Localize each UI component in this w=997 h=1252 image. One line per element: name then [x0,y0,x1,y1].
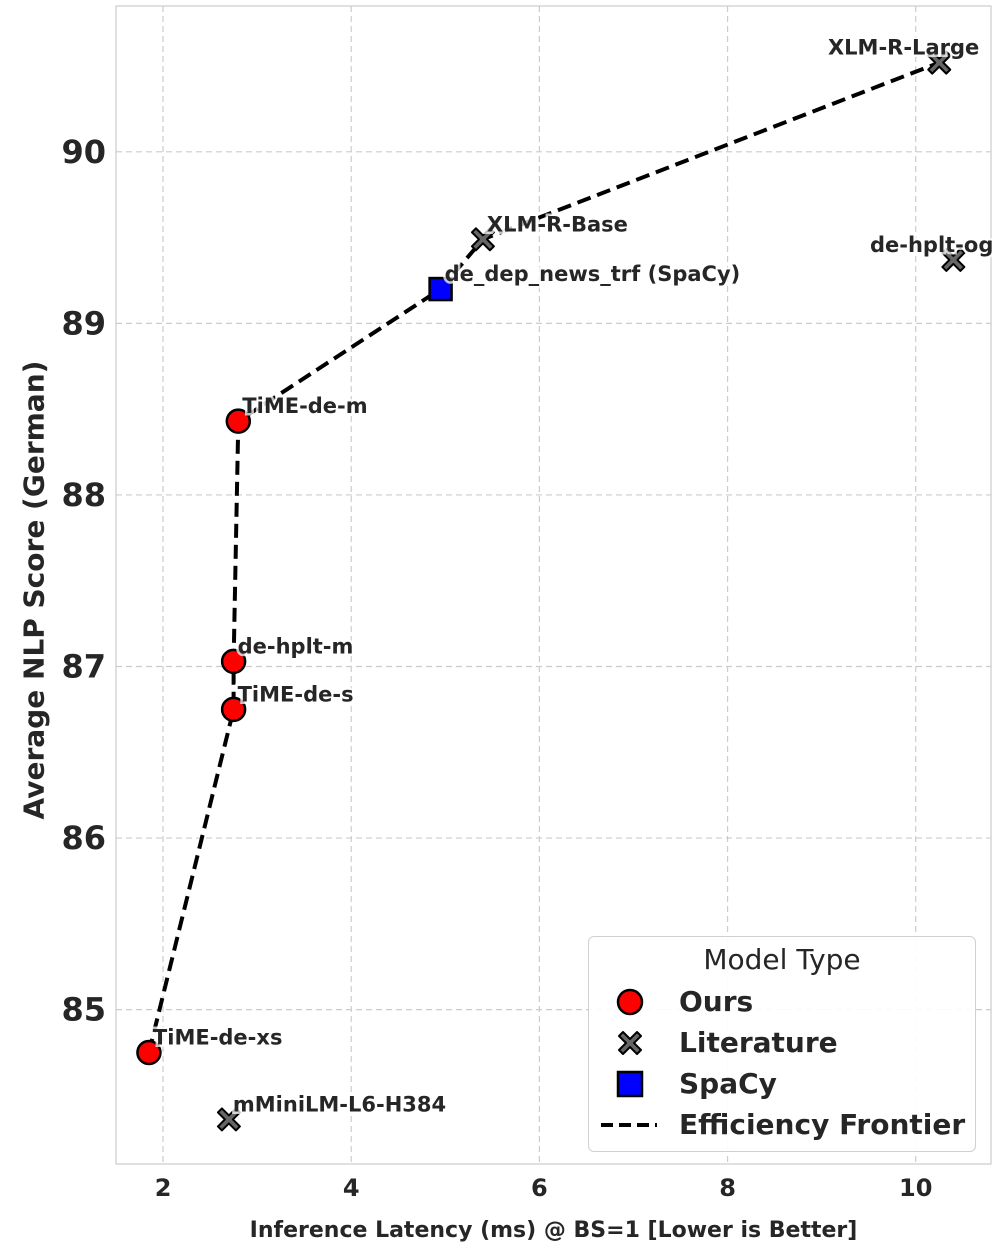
dashed-line-icon [601,1123,657,1127]
y-tick-label: 87 [61,647,106,685]
x-tick-label: 8 [719,1174,736,1202]
red-circle-icon [616,988,644,1016]
y-tick-label: 89 [61,304,106,342]
legend: Model Type Ours Literature SpaCy Efficie… [588,936,976,1152]
point-label: XLM-R-Base [487,212,628,236]
legend-item-spacy: SpaCy [589,1065,975,1101]
legend-label-literature: Literature [679,1026,838,1059]
legend-item-frontier: Efficiency Frontier [589,1106,975,1142]
point-label: TiME-de-xs [153,1025,283,1049]
point-label: XLM-R-Large [828,36,979,60]
y-tick-label: 86 [61,819,106,857]
point-literature [216,1107,241,1132]
y-tick-label: 88 [61,476,106,514]
gray-x-icon [618,1031,642,1055]
legend-label-ours: Ours [679,985,754,1018]
tick-labels: 2 4 6 8 10 85 86 87 88 89 90 [61,133,932,1202]
data-points [136,50,966,1132]
y-axis-label: Average NLP Score (German) [17,360,51,820]
y-tick-label: 85 [61,991,106,1029]
legend-label-spacy: SpaCy [679,1067,777,1100]
point-ours [220,696,247,723]
point-literature [470,227,495,252]
point-label: mMiniLM-L6-H384 [233,1092,446,1116]
point-label: de-hplt-og [870,233,993,257]
point-label: de-hplt-m [238,634,354,658]
point-literature [927,50,952,75]
grid [116,6,991,1164]
legend-label-frontier: Efficiency Frontier [679,1108,966,1141]
point-label: TiME-de-s [238,682,354,706]
x-tick-label: 6 [531,1174,548,1202]
blue-square-icon [616,1070,644,1098]
legend-item-ours: Ours [589,983,975,1019]
x-axis-label: Inference Latency (ms) @ BS=1 [Lower is … [249,1218,858,1243]
point-literature [941,247,966,272]
x-tick-label: 10 [899,1174,932,1202]
x-tick-label: 2 [155,1174,172,1202]
legend-title: Model Type [703,943,861,976]
x-tick-label: 4 [343,1174,360,1202]
point-labels: TiME-de-m de-hplt-m TiME-de-s TiME-de-xs XLM… [150,33,995,1119]
point-label: de_dep_news_trf (SpaCy) [445,262,741,286]
legend-item-literature: Literature [589,1024,975,1060]
point-spacy [428,276,453,302]
point-ours [136,1039,162,1066]
point-ours [225,408,252,434]
point-ours [220,648,247,675]
point-label: TiME-de-m [242,394,367,418]
y-tick-label: 90 [61,133,106,171]
